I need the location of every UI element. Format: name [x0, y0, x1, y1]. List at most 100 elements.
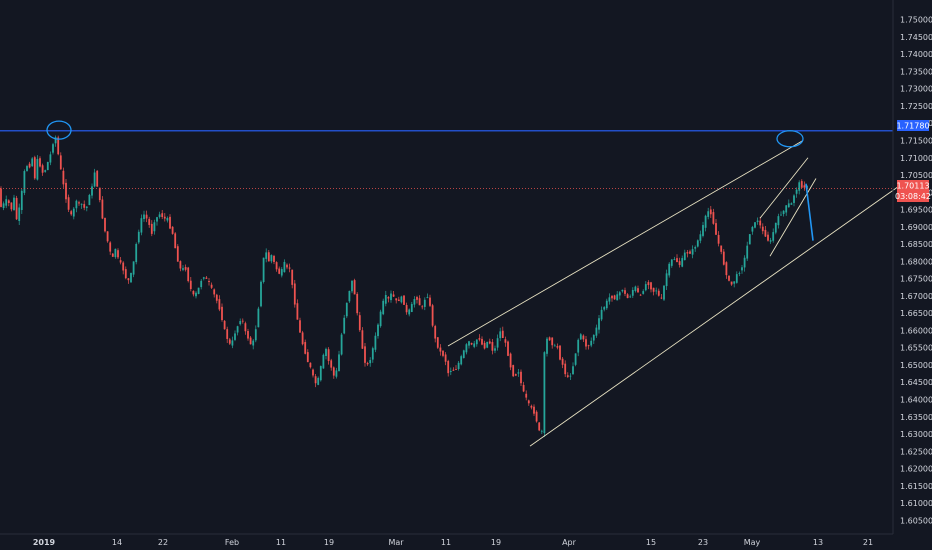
candle-body [725, 262, 728, 276]
candle-body [665, 273, 668, 287]
y-tick-label: 1.68000 [900, 257, 932, 266]
candle-body [241, 320, 244, 322]
candle-body [163, 216, 166, 219]
y-tick-label: 1.61000 [900, 499, 932, 508]
candle-body [618, 292, 621, 296]
candle-body [717, 234, 720, 244]
candle-body [109, 242, 112, 252]
y-tick-label: 1.69000 [900, 223, 932, 232]
candle-body [46, 162, 49, 171]
candle-body [59, 155, 62, 170]
candle-body [535, 411, 538, 422]
candle-body [111, 253, 114, 257]
candle-body [559, 345, 561, 360]
y-tick-label: 1.65500 [900, 344, 932, 353]
candle-body [488, 341, 491, 344]
candle-body [72, 208, 75, 217]
candle-body [171, 226, 174, 234]
candle-body [379, 311, 382, 327]
candle-body [754, 222, 756, 228]
candle-body [67, 197, 70, 210]
candle-body [39, 158, 41, 167]
candle-body [104, 217, 106, 232]
candle-body [0, 188, 2, 207]
candle-body [78, 202, 80, 204]
candle-body [756, 220, 759, 222]
candle-body [351, 280, 353, 292]
candle-body [613, 295, 616, 300]
candle-body [340, 334, 343, 355]
candle-body [260, 281, 262, 307]
candle-body [462, 350, 465, 358]
projection-line [805, 183, 814, 241]
candle-body [639, 294, 642, 296]
countdown-timer: 03:08:42 [895, 192, 931, 201]
candle-body [28, 163, 31, 168]
candle-body [525, 393, 528, 398]
price-tag: 1.70113 [896, 182, 929, 191]
candle-body [356, 293, 359, 314]
candle-body [98, 187, 101, 201]
candle-body [62, 170, 65, 185]
candle-body [694, 247, 697, 249]
candle-body [486, 341, 489, 348]
candle-body [408, 309, 411, 315]
candle-body [707, 211, 710, 217]
candle-body [507, 341, 509, 356]
candle-body [374, 335, 377, 350]
x-tick-label: 2019 [33, 538, 56, 547]
candle-body [683, 252, 686, 261]
candle-body [611, 295, 613, 299]
candle-body [327, 349, 330, 361]
candle-body [491, 342, 494, 351]
candle-body [283, 261, 286, 273]
candle-body [306, 352, 309, 363]
candle-body [421, 306, 424, 308]
y-tick-label: 1.65000 [900, 361, 932, 370]
candle-body [410, 304, 413, 312]
candle-body [265, 252, 268, 259]
candle-body [231, 340, 234, 346]
candle-body [205, 277, 208, 279]
candle-body [751, 226, 754, 232]
candle-body [572, 366, 574, 375]
candle-body [556, 346, 559, 348]
x-tick-label: 11 [276, 538, 286, 547]
candle-body [501, 330, 504, 338]
candle-body [608, 297, 611, 302]
candle-body [187, 267, 190, 282]
candle-body [569, 375, 572, 377]
x-tick-label: Mar [388, 538, 404, 547]
candle-body [332, 367, 335, 376]
candle-body [192, 290, 195, 295]
candle-body [122, 262, 125, 271]
y-tick-label: 1.69500 [900, 206, 932, 215]
candle-body [114, 248, 117, 258]
candle-body [5, 199, 8, 206]
candle-body [681, 258, 684, 267]
candle-body [735, 274, 738, 283]
candle-body [335, 370, 338, 377]
candle-body [291, 269, 294, 285]
candle-body [119, 260, 122, 263]
candle-body [239, 321, 242, 325]
candle-body [787, 203, 790, 208]
candle-body [468, 341, 470, 346]
candle-body [41, 165, 44, 173]
candle-body [689, 251, 691, 254]
candle-body [803, 185, 806, 188]
candle-body [296, 303, 299, 320]
candle-body [247, 331, 249, 339]
candle-body [54, 137, 57, 144]
candle-body [465, 344, 468, 353]
candle-body [455, 369, 457, 370]
candle-body [587, 345, 590, 347]
candle-body [504, 339, 507, 343]
trendline [529, 185, 901, 447]
candle-body [691, 249, 694, 255]
time-axis[interactable]: 2019 14 22 Feb 11 19 Mar 11 19 Apr 15 23 May 13 21 [33, 538, 873, 547]
candle-body [249, 337, 252, 345]
candle-body [96, 170, 99, 187]
candle-body [512, 365, 515, 377]
